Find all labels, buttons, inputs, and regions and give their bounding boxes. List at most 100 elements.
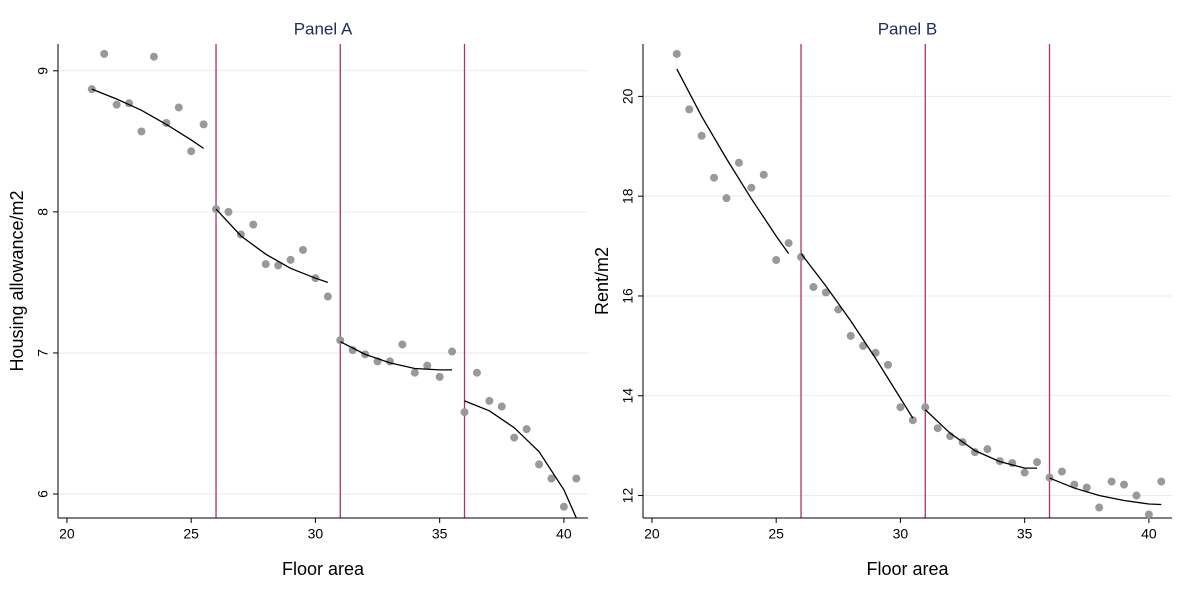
- point: [970, 448, 979, 457]
- fit-line: [924, 409, 1038, 469]
- point: [348, 346, 357, 355]
- point: [298, 245, 307, 254]
- point: [846, 331, 855, 340]
- y-tick-label: 16: [620, 288, 636, 304]
- point: [1033, 458, 1042, 467]
- point: [274, 261, 283, 270]
- point: [784, 239, 793, 248]
- x-tick-label: 40: [556, 526, 572, 542]
- point: [236, 230, 245, 239]
- x-tick-label: 25: [183, 526, 199, 542]
- point: [286, 255, 295, 264]
- point: [261, 260, 270, 269]
- point: [747, 183, 756, 192]
- y-axis-title: Housing allowance/m2: [7, 190, 27, 371]
- point: [1144, 510, 1153, 519]
- y-tick-label: 20: [620, 88, 636, 104]
- x-axis-title: Floor area: [282, 559, 365, 579]
- x-axis-title: Floor area: [866, 559, 949, 579]
- fit-line: [800, 253, 914, 419]
- point: [559, 502, 568, 511]
- fit-line: [1049, 477, 1162, 506]
- point: [522, 425, 531, 434]
- point: [535, 460, 544, 469]
- fit-line: [91, 88, 204, 149]
- point: [697, 131, 706, 140]
- point: [547, 474, 556, 483]
- point: [249, 220, 258, 229]
- point: [933, 424, 942, 433]
- point: [821, 288, 830, 297]
- point: [137, 127, 146, 136]
- point: [485, 396, 494, 405]
- point: [187, 147, 196, 156]
- fit-line: [215, 208, 329, 284]
- point: [1020, 468, 1029, 477]
- point: [1157, 477, 1166, 486]
- chart-title: Panel B: [878, 19, 938, 38]
- point: [672, 49, 681, 58]
- y-tick-label: 9: [35, 67, 51, 75]
- x-tick-label: 20: [644, 526, 660, 542]
- point: [472, 368, 481, 377]
- point: [734, 158, 743, 167]
- point: [448, 347, 457, 356]
- point: [174, 103, 183, 112]
- point: [497, 402, 506, 411]
- point: [112, 100, 121, 109]
- y-axis-title: Rent/m2: [592, 247, 612, 315]
- point: [759, 170, 768, 179]
- point: [224, 207, 233, 216]
- y-tick-label: 18: [620, 188, 636, 204]
- point: [797, 253, 806, 262]
- point: [323, 292, 332, 301]
- point: [834, 305, 843, 314]
- point: [896, 403, 905, 412]
- x-tick-label: 30: [893, 526, 909, 542]
- point: [435, 372, 444, 381]
- point: [772, 256, 781, 265]
- chart-title: Panel A: [294, 19, 353, 38]
- x-tick-label: 20: [59, 526, 75, 542]
- point: [1132, 491, 1141, 500]
- point: [1045, 473, 1054, 482]
- point: [883, 360, 892, 369]
- point: [423, 361, 432, 370]
- point: [199, 120, 208, 129]
- point: [398, 340, 407, 349]
- point: [1057, 467, 1066, 476]
- point: [722, 194, 731, 203]
- y-tick-label: 6: [35, 490, 51, 498]
- x-tick-label: 35: [432, 526, 448, 542]
- x-tick-label: 30: [308, 526, 324, 542]
- x-tick-label: 25: [768, 526, 784, 542]
- fit-line: [339, 341, 453, 371]
- point: [460, 408, 469, 417]
- fit-line: [464, 400, 577, 519]
- point: [149, 52, 158, 61]
- point: [983, 445, 992, 454]
- x-tick-label: 35: [1017, 526, 1033, 542]
- y-tick-label: 8: [35, 208, 51, 216]
- point: [1107, 477, 1116, 486]
- point: [1082, 483, 1091, 492]
- y-tick-label: 7: [35, 349, 51, 357]
- point: [510, 433, 519, 442]
- point: [710, 173, 719, 182]
- y-tick-label: 14: [620, 388, 636, 404]
- point: [809, 282, 818, 291]
- point: [685, 105, 694, 114]
- point: [1120, 480, 1129, 489]
- point: [921, 403, 930, 412]
- x-tick-label: 40: [1141, 526, 1157, 542]
- fit-line: [676, 68, 790, 254]
- y-tick-label: 12: [620, 488, 636, 504]
- point: [871, 348, 880, 357]
- point: [410, 368, 419, 377]
- point: [100, 49, 109, 58]
- point: [1095, 503, 1104, 512]
- point: [572, 474, 581, 483]
- point: [908, 416, 917, 425]
- point: [859, 341, 868, 350]
